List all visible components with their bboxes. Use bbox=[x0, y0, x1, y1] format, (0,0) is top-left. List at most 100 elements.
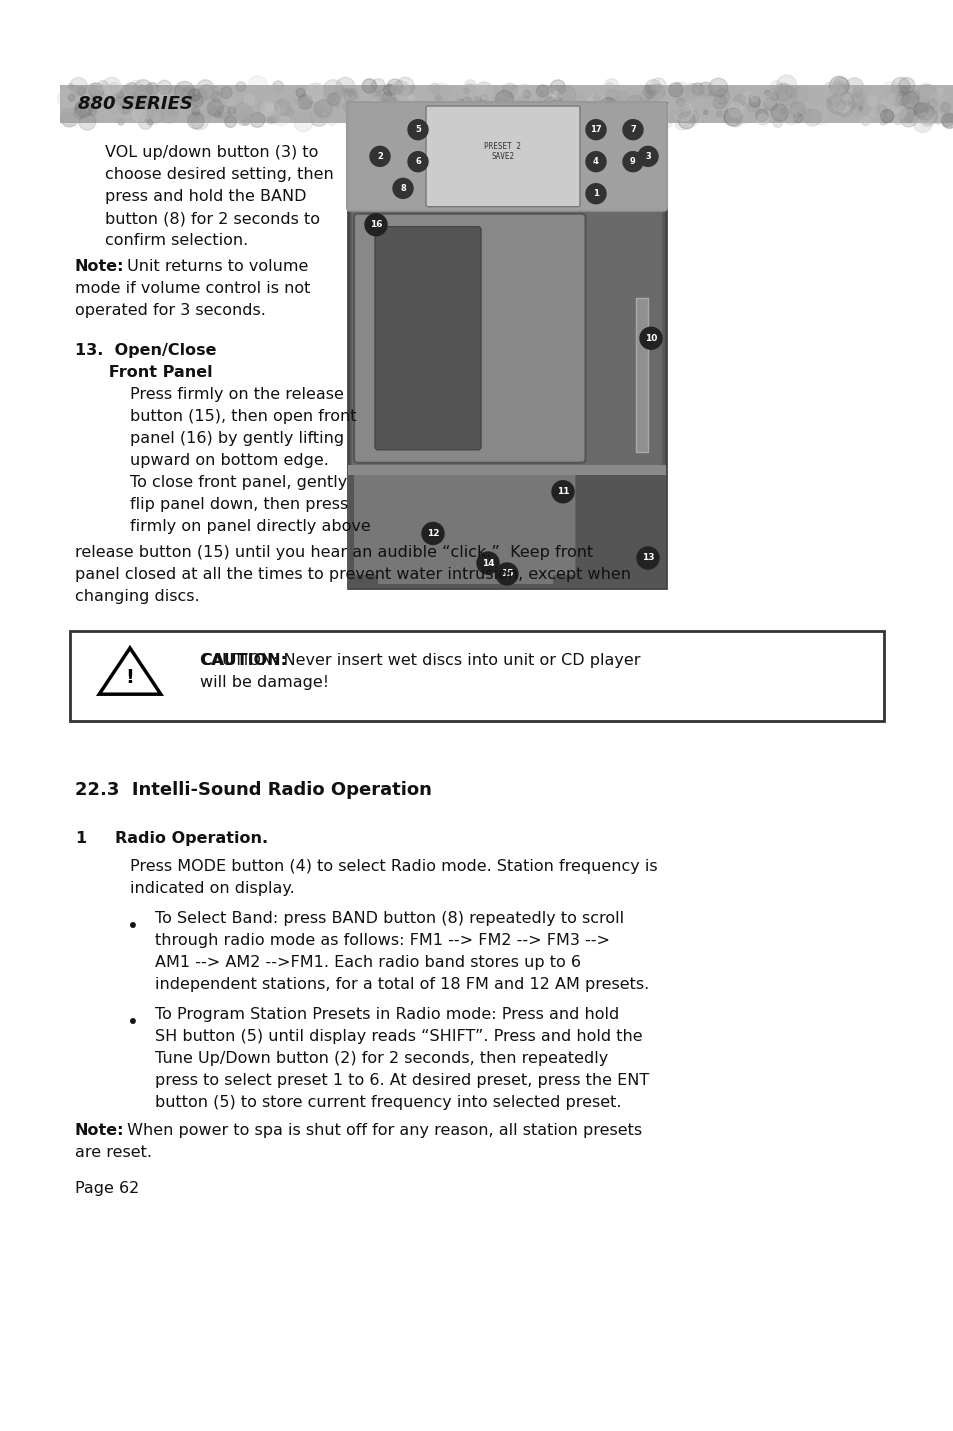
Circle shape bbox=[531, 116, 540, 126]
Text: 4: 4 bbox=[593, 157, 598, 166]
Circle shape bbox=[450, 117, 455, 122]
Circle shape bbox=[780, 109, 784, 114]
Circle shape bbox=[126, 89, 138, 102]
Text: 14: 14 bbox=[481, 558, 494, 568]
Circle shape bbox=[119, 102, 131, 114]
Circle shape bbox=[742, 92, 754, 103]
Circle shape bbox=[858, 106, 862, 110]
Circle shape bbox=[641, 113, 651, 123]
Text: panel (16) by gently lifting: panel (16) by gently lifting bbox=[130, 431, 344, 446]
Circle shape bbox=[268, 89, 284, 106]
Text: •: • bbox=[127, 1013, 139, 1032]
Circle shape bbox=[840, 92, 852, 104]
Circle shape bbox=[750, 94, 757, 102]
Circle shape bbox=[176, 92, 187, 102]
Circle shape bbox=[940, 103, 949, 112]
Circle shape bbox=[440, 102, 459, 122]
Circle shape bbox=[536, 84, 548, 97]
Circle shape bbox=[639, 328, 661, 349]
Circle shape bbox=[659, 116, 671, 129]
Circle shape bbox=[755, 109, 767, 122]
Text: button (8) for 2 seconds to: button (8) for 2 seconds to bbox=[105, 210, 319, 226]
Circle shape bbox=[429, 83, 439, 93]
Circle shape bbox=[703, 110, 707, 114]
Circle shape bbox=[497, 92, 508, 103]
Circle shape bbox=[210, 87, 227, 106]
Circle shape bbox=[844, 77, 862, 96]
Text: 7: 7 bbox=[630, 124, 636, 135]
Circle shape bbox=[474, 96, 480, 103]
Circle shape bbox=[133, 93, 138, 99]
Circle shape bbox=[941, 114, 953, 126]
Text: 1: 1 bbox=[593, 189, 598, 199]
Circle shape bbox=[645, 104, 658, 117]
Circle shape bbox=[928, 93, 942, 107]
Circle shape bbox=[235, 114, 241, 119]
Circle shape bbox=[100, 96, 112, 109]
FancyBboxPatch shape bbox=[352, 210, 661, 467]
Text: Radio Operation.: Radio Operation. bbox=[115, 831, 268, 846]
Circle shape bbox=[199, 84, 214, 99]
Circle shape bbox=[608, 96, 612, 102]
Circle shape bbox=[180, 96, 188, 102]
Circle shape bbox=[626, 103, 635, 112]
Circle shape bbox=[890, 77, 909, 96]
Circle shape bbox=[248, 76, 267, 94]
Circle shape bbox=[391, 80, 409, 99]
Circle shape bbox=[220, 87, 232, 99]
Circle shape bbox=[157, 99, 174, 116]
Circle shape bbox=[581, 103, 592, 113]
Circle shape bbox=[168, 86, 187, 104]
Circle shape bbox=[878, 116, 886, 124]
Circle shape bbox=[144, 104, 164, 123]
Circle shape bbox=[420, 110, 440, 130]
Circle shape bbox=[188, 113, 204, 129]
Circle shape bbox=[236, 112, 251, 126]
Circle shape bbox=[327, 93, 339, 106]
Circle shape bbox=[748, 94, 755, 102]
Circle shape bbox=[217, 106, 230, 117]
Circle shape bbox=[716, 112, 721, 117]
Text: 22.3  Intelli-Sound Radio Operation: 22.3 Intelli-Sound Radio Operation bbox=[75, 781, 432, 798]
Text: operated for 3 seconds.: operated for 3 seconds. bbox=[75, 303, 266, 318]
Circle shape bbox=[674, 102, 690, 117]
Circle shape bbox=[838, 86, 852, 100]
Circle shape bbox=[268, 117, 274, 123]
Text: choose desired setting, then: choose desired setting, then bbox=[105, 167, 334, 182]
Text: 12: 12 bbox=[426, 529, 438, 538]
Circle shape bbox=[486, 119, 494, 126]
Circle shape bbox=[685, 110, 699, 124]
Text: Front Panel: Front Panel bbox=[75, 365, 213, 381]
Circle shape bbox=[73, 106, 87, 119]
Circle shape bbox=[515, 112, 532, 129]
Circle shape bbox=[327, 114, 337, 124]
Circle shape bbox=[465, 103, 481, 120]
Circle shape bbox=[373, 112, 387, 126]
Circle shape bbox=[371, 79, 385, 93]
Circle shape bbox=[398, 104, 416, 122]
Circle shape bbox=[627, 94, 642, 110]
Circle shape bbox=[622, 152, 642, 172]
Circle shape bbox=[355, 90, 361, 96]
Circle shape bbox=[877, 104, 886, 114]
Circle shape bbox=[104, 102, 120, 119]
Circle shape bbox=[353, 107, 369, 124]
FancyBboxPatch shape bbox=[377, 574, 553, 584]
Circle shape bbox=[456, 99, 463, 107]
Circle shape bbox=[884, 89, 899, 104]
Circle shape bbox=[362, 79, 376, 93]
Circle shape bbox=[116, 90, 124, 99]
Text: 17: 17 bbox=[590, 124, 601, 135]
Text: button (15), then open front: button (15), then open front bbox=[130, 409, 356, 424]
Circle shape bbox=[630, 116, 637, 123]
Circle shape bbox=[708, 92, 714, 96]
Circle shape bbox=[336, 92, 347, 103]
Circle shape bbox=[936, 102, 952, 119]
Circle shape bbox=[343, 89, 347, 93]
Circle shape bbox=[648, 84, 664, 100]
Circle shape bbox=[138, 114, 152, 129]
Circle shape bbox=[764, 90, 770, 96]
Text: 16: 16 bbox=[370, 220, 382, 229]
Circle shape bbox=[383, 84, 395, 96]
Circle shape bbox=[228, 107, 235, 114]
